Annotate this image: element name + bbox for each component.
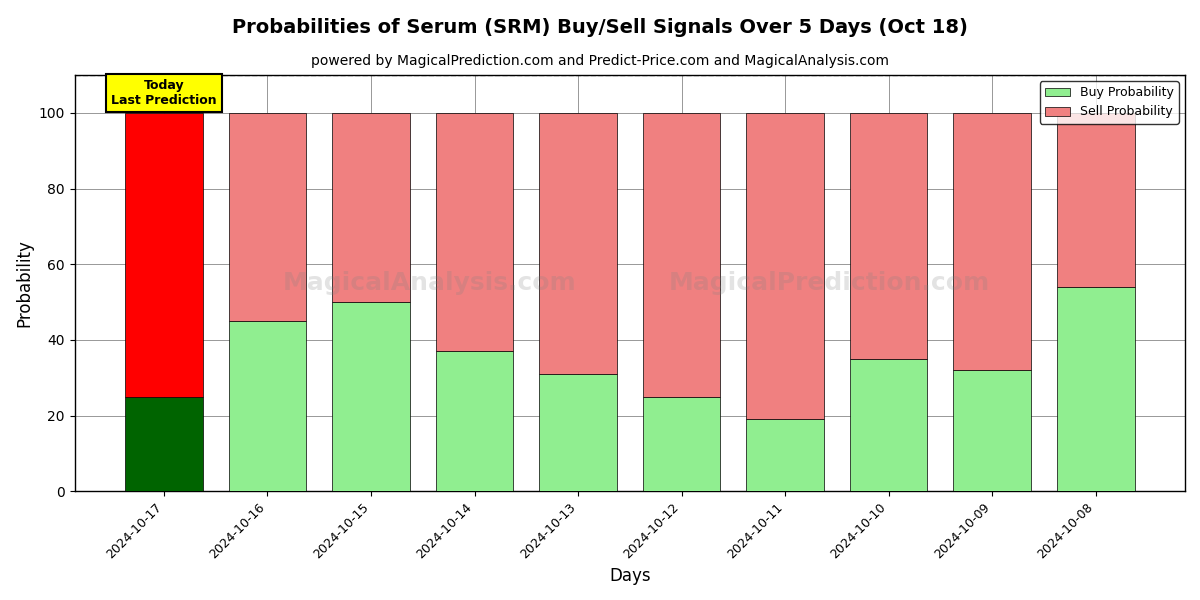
Bar [643,397,720,491]
X-axis label: Days: Days [610,567,650,585]
Bar [1057,287,1134,491]
Bar [1057,113,1134,287]
Bar [125,113,203,397]
Legend: Buy Probability, Sell Probability: Buy Probability, Sell Probability [1040,81,1178,124]
Bar [953,370,1031,491]
Bar [539,113,617,374]
Bar [953,113,1031,370]
Text: Today
Last Prediction: Today Last Prediction [112,79,217,107]
Bar [125,397,203,491]
Text: Probabilities of Serum (SRM) Buy/Sell Signals Over 5 Days (Oct 18): Probabilities of Serum (SRM) Buy/Sell Si… [232,18,968,37]
Text: MagicalPrediction.com: MagicalPrediction.com [670,271,990,295]
Bar [539,374,617,491]
Text: powered by MagicalPrediction.com and Predict-Price.com and MagicalAnalysis.com: powered by MagicalPrediction.com and Pre… [311,54,889,68]
Bar [229,321,306,491]
Bar [332,113,410,302]
Bar [332,302,410,491]
Bar [850,359,928,491]
Bar [746,113,824,419]
Bar [746,419,824,491]
Bar [436,113,514,351]
Bar [850,113,928,359]
Y-axis label: Probability: Probability [16,239,34,327]
Bar [436,351,514,491]
Text: MagicalAnalysis.com: MagicalAnalysis.com [283,271,577,295]
Bar [643,113,720,397]
Bar [229,113,306,321]
